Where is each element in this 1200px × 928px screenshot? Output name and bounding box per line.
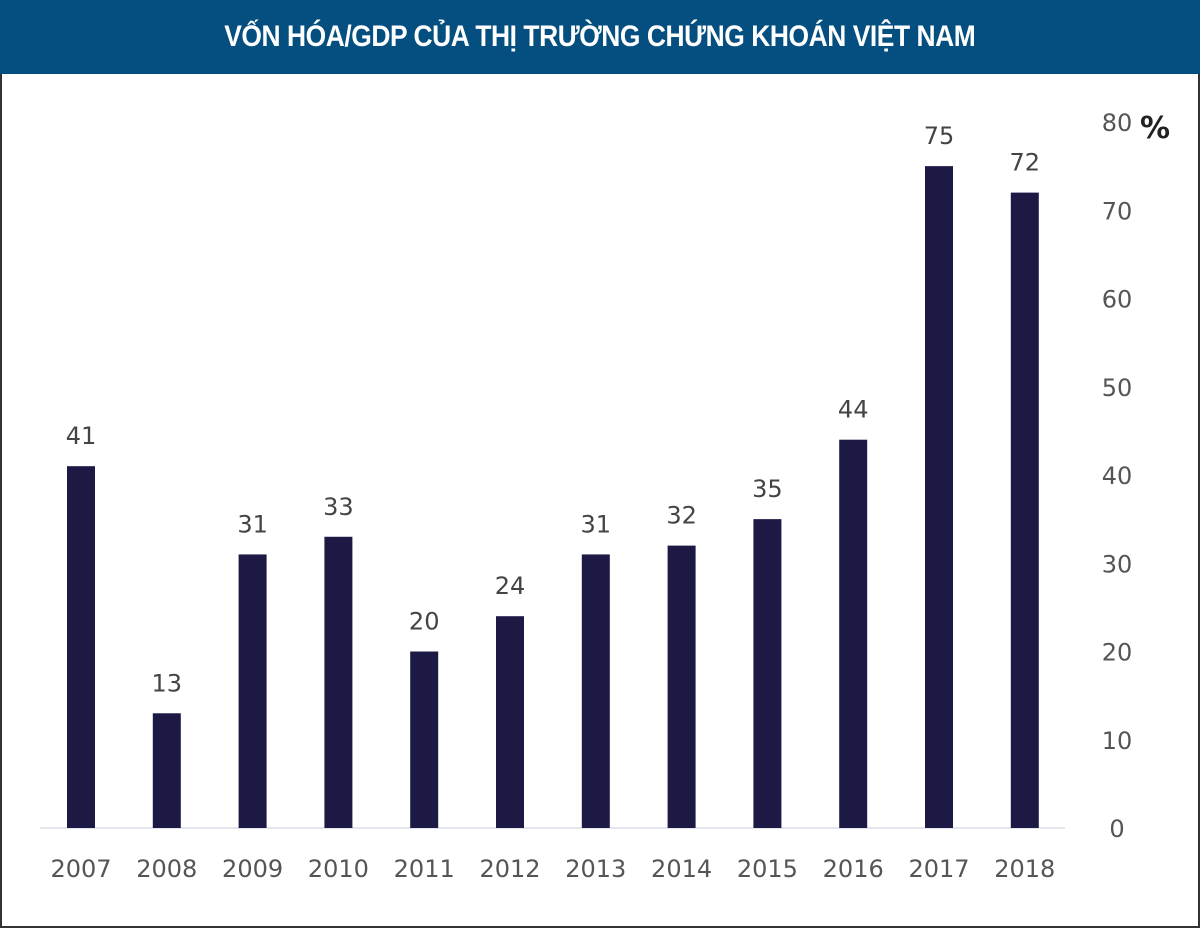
x-tick-label-2015: 2015 — [737, 855, 798, 883]
bar-2014 — [667, 545, 696, 828]
bar-2007 — [67, 466, 95, 828]
data-label-2013: 31 — [581, 510, 612, 538]
x-tick-label-2013: 2013 — [565, 855, 626, 883]
bar-2012 — [496, 616, 524, 828]
data-label-2007: 41 — [66, 422, 97, 450]
y-tick-label-70: 70 — [1102, 197, 1133, 225]
x-tick-label-2008: 2008 — [136, 855, 197, 883]
x-tick-label-2014: 2014 — [651, 855, 712, 883]
x-tick-label-2017: 2017 — [908, 855, 969, 883]
data-label-2008: 13 — [152, 669, 183, 697]
y-tick-label-80: 80 — [1102, 109, 1133, 137]
title-bar: VỐN HÓA/GDP CỦA THỊ TRƯỜNG CHỨNG KHOÁN V… — [0, 0, 1200, 74]
x-tick-label-2018: 2018 — [994, 855, 1055, 883]
data-label-2017: 75 — [924, 122, 955, 150]
x-tick-label-2016: 2016 — [823, 855, 884, 883]
data-label-2015: 35 — [752, 475, 783, 503]
bar-2018 — [1010, 192, 1039, 829]
x-tick-label-2009: 2009 — [222, 855, 283, 883]
data-label-2012: 24 — [495, 572, 526, 600]
bar-2015 — [753, 519, 782, 828]
bar-2016 — [839, 439, 868, 828]
chart-title: VỐN HÓA/GDP CỦA THỊ TRƯỜNG CHỨNG KHOÁN V… — [224, 20, 976, 53]
data-label-2018: 72 — [1010, 149, 1041, 177]
bar-2017 — [925, 166, 953, 828]
data-label-2009: 31 — [237, 510, 268, 538]
bar-2009 — [238, 554, 267, 828]
y-tick-label-50: 50 — [1102, 374, 1133, 402]
y-tick-label-0: 0 — [1109, 815, 1124, 843]
x-tick-label-2011: 2011 — [394, 855, 455, 883]
x-tick-label-2010: 2010 — [308, 855, 369, 883]
y-tick-label-40: 40 — [1102, 462, 1133, 490]
data-label-2016: 44 — [838, 396, 869, 424]
y-tick-label-60: 60 — [1102, 286, 1133, 314]
data-label-2011: 20 — [409, 608, 440, 636]
y-tick-label-30: 30 — [1102, 550, 1133, 578]
x-tick-label-2012: 2012 — [479, 855, 540, 883]
x-tick-label-2007: 2007 — [50, 855, 111, 883]
data-label-2014: 32 — [666, 502, 697, 530]
bar-2013 — [581, 554, 610, 828]
y-tick-label-20: 20 — [1102, 639, 1133, 667]
bar-2010 — [324, 536, 353, 828]
data-label-2010: 33 — [323, 493, 354, 521]
bar-2008 — [152, 713, 181, 828]
y-tick-label-10: 10 — [1102, 727, 1133, 755]
y-axis-unit: % — [1140, 111, 1170, 146]
bar-2011 — [410, 651, 439, 828]
